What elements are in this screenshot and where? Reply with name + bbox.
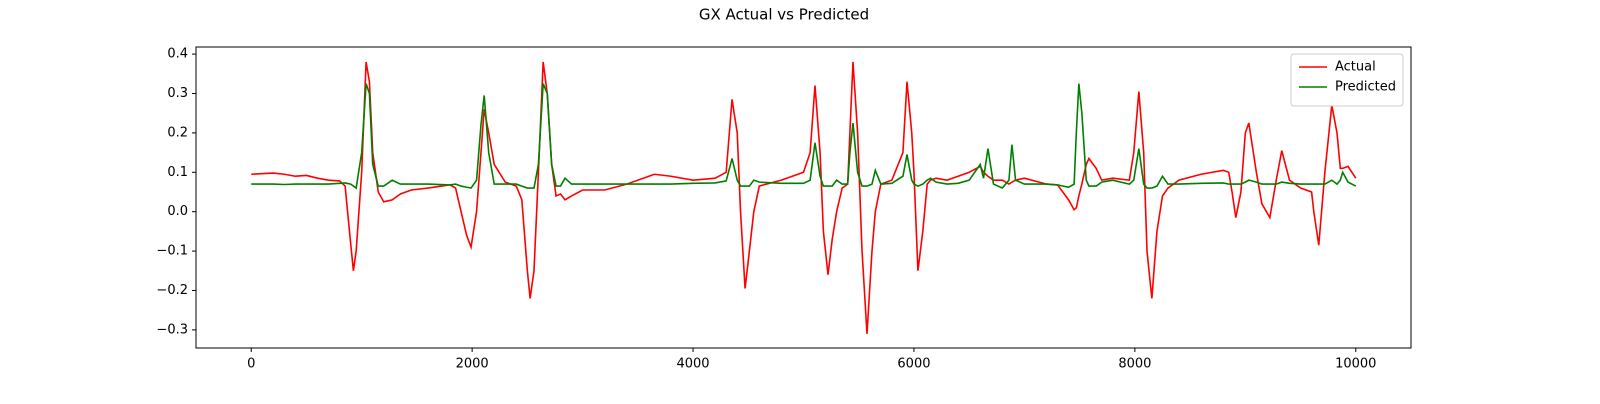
legend-label: Actual bbox=[1335, 60, 1376, 75]
x-tick-label: 6000 bbox=[897, 357, 930, 372]
x-tick-label: 8000 bbox=[1118, 357, 1151, 372]
data-line bbox=[251, 61, 1357, 334]
legend-label: Predicted bbox=[1335, 80, 1396, 95]
y-tick-label: 0.1 bbox=[167, 165, 188, 180]
y-tick-label: −0.1 bbox=[156, 244, 188, 259]
chart-title: GX Actual vs Predicted bbox=[699, 6, 869, 24]
plot-frame bbox=[195, 46, 1412, 349]
data-line bbox=[251, 83, 1357, 190]
y-tick-label: −0.2 bbox=[156, 283, 188, 298]
y-tick-label: −0.3 bbox=[156, 322, 188, 337]
y-tick-label: 0.2 bbox=[167, 125, 188, 140]
y-tick-label: 0.4 bbox=[167, 47, 188, 62]
x-tick-label: 2000 bbox=[456, 357, 489, 372]
y-tick-label: 0.0 bbox=[167, 204, 188, 219]
x-tick-label: 10000 bbox=[1335, 357, 1376, 372]
x-tick-label: 4000 bbox=[676, 357, 709, 372]
y-tick-label: 0.3 bbox=[167, 86, 188, 101]
x-tick-label: 0 bbox=[247, 357, 255, 372]
